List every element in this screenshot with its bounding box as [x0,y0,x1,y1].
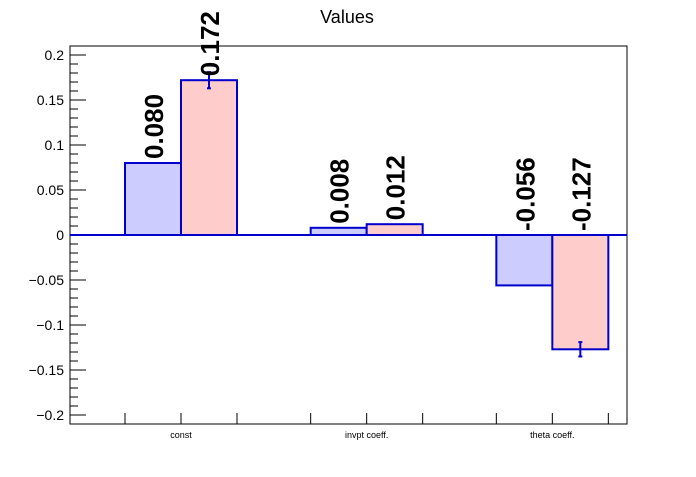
x-tick-label: const [170,430,192,440]
bar [309,226,368,237]
y-tick-label: −0.15 [29,362,65,378]
bar [180,79,238,236]
y-tick-label: 0.05 [37,182,64,198]
bar-labels: 0.080 0.008 -0.056 0.172 0.012 -0.127 [139,11,596,231]
y-tick-label: −0.2 [36,407,64,423]
bar-value-label: -0.056 [510,157,540,231]
y-tick-label: 0.15 [37,92,64,108]
bar [551,234,610,351]
bar-value-label: 0.012 [381,155,411,220]
x-tick-label: theta coeff. [530,430,574,440]
bar-value-label: 0.172 [195,11,225,76]
y-tick-label: −0.1 [36,317,64,333]
y-tick-label: 0.2 [45,47,65,63]
y-tick-label: 0 [56,227,64,243]
chart-title: Values [320,7,374,27]
error-bars [207,71,583,358]
bar [495,234,554,287]
bar-value-label: -0.127 [566,157,596,231]
x-tick-label: invpt coeff. [345,430,388,440]
bar-value-label: 0.080 [139,94,169,159]
y-tick-label: −0.05 [29,272,65,288]
bar-value-label: 0.008 [325,159,355,224]
bar [365,223,424,236]
y-tick-label: 0.1 [45,137,65,153]
bar [124,162,182,236]
bars [124,79,610,351]
x-axis: const invpt coeff. theta coeff. [124,413,609,440]
